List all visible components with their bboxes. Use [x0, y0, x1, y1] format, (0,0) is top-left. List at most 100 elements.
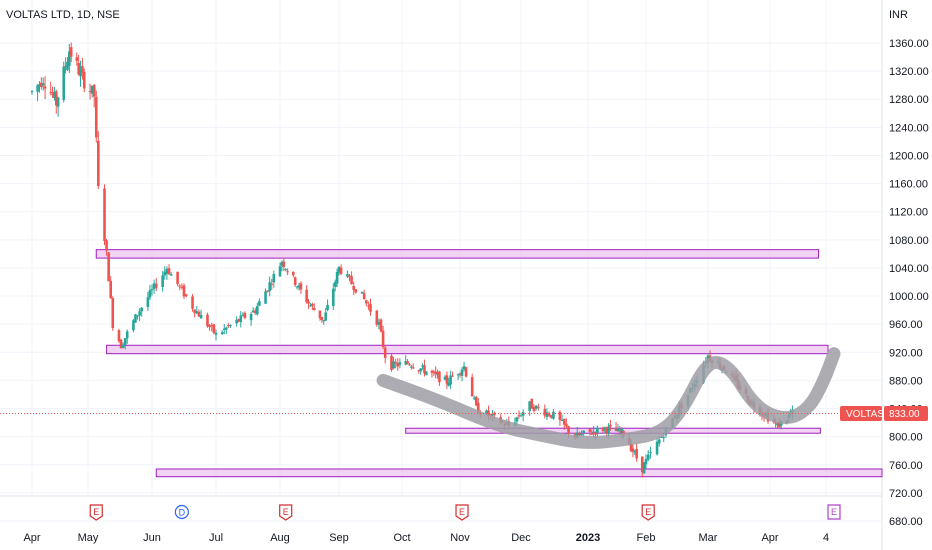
candle-body: [594, 432, 597, 435]
candle-body: [489, 414, 492, 416]
candle-body: [580, 433, 583, 436]
candle-body: [519, 415, 523, 417]
candle-body: [146, 297, 150, 307]
candle-body: [394, 362, 397, 364]
candle-body: [272, 273, 276, 283]
candle-body: [377, 321, 381, 325]
candle-body: [77, 63, 80, 75]
candle-body: [229, 325, 232, 327]
candle-body: [460, 369, 464, 376]
x-tick-label: Aug: [270, 532, 290, 544]
candle-body: [320, 316, 324, 320]
candle-body: [165, 269, 169, 274]
candle-body: [280, 262, 284, 266]
candle-body: [614, 427, 618, 432]
candle-body: [605, 428, 609, 433]
candle-body: [609, 424, 612, 427]
candle-body: [601, 427, 605, 432]
y-tick-label: 880.00: [889, 375, 923, 387]
y-tick-label: 1360.00: [889, 38, 929, 50]
candle-body: [346, 274, 349, 277]
candle-body: [655, 441, 659, 455]
candle-body: [536, 406, 540, 408]
candle-body: [552, 411, 555, 419]
candle-body: [662, 437, 666, 439]
candle-body: [406, 361, 409, 364]
candle-body: [565, 423, 568, 427]
candle-body: [644, 458, 648, 465]
support-resistance-zone: [155, 468, 883, 478]
candle-body: [419, 368, 423, 372]
candle-body: [430, 370, 434, 373]
candle-body: [337, 266, 341, 273]
candle-body: [132, 320, 135, 331]
candle-body: [195, 311, 199, 314]
candle-body: [547, 413, 551, 416]
earnings-marker: [89, 504, 103, 521]
candle-body: [324, 312, 327, 321]
candle-body: [305, 289, 308, 303]
candle-body: [421, 365, 424, 367]
candle-body: [43, 86, 47, 89]
candle-body: [369, 303, 372, 312]
candle-body: [88, 91, 92, 93]
earnings-marker: [455, 504, 469, 521]
symbol-badge-bg: [840, 405, 882, 421]
y-tick-label: 720.00: [889, 488, 923, 500]
candle-body: [82, 72, 86, 89]
x-tick-label: 2023: [576, 532, 600, 544]
candle-body: [456, 374, 460, 376]
candle-body: [470, 377, 474, 397]
candle-body: [30, 91, 34, 93]
event-letter: E: [459, 507, 465, 517]
candle-body: [635, 448, 638, 459]
candle-body: [94, 97, 98, 138]
candle-body: [438, 371, 441, 383]
candle-body: [199, 314, 203, 319]
candle-body: [640, 456, 644, 473]
candle-body: [362, 293, 366, 300]
candle-body: [590, 433, 594, 435]
candle-body: [125, 331, 129, 339]
candle-body: [326, 304, 329, 311]
candle-body: [436, 373, 439, 375]
candle-body: [81, 66, 84, 73]
y-tick-label: 1320.00: [889, 66, 929, 78]
candle-body: [491, 413, 494, 416]
support-resistance-zone: [405, 427, 821, 434]
x-tick-label: Feb: [637, 532, 656, 544]
y-tick-label: 920.00: [889, 347, 923, 359]
candle-body: [309, 305, 312, 307]
candle-body: [375, 310, 379, 325]
candle-body: [515, 417, 519, 422]
candle-body: [339, 267, 343, 274]
candle-body: [206, 314, 209, 327]
currency-label: INR: [889, 9, 908, 21]
candle-body: [776, 423, 779, 426]
candle-body: [633, 451, 637, 453]
candle-body: [360, 291, 364, 294]
candle-body: [180, 286, 184, 288]
candle-body: [318, 310, 322, 319]
event-letter: E: [93, 507, 99, 517]
candle-body: [607, 426, 610, 433]
candle-body: [184, 294, 188, 297]
candle-body: [367, 305, 370, 307]
candle-body: [532, 407, 536, 411]
candle-body: [119, 339, 123, 349]
candle-body: [295, 286, 299, 288]
candle-body: [152, 283, 156, 289]
candle-body: [411, 367, 415, 369]
y-tick-label: 1040.00: [889, 263, 929, 275]
candle-body: [123, 338, 127, 345]
candle-body: [235, 319, 238, 324]
y-tick-label: 1080.00: [889, 235, 929, 247]
y-tick-label: 1200.00: [889, 150, 929, 162]
candle-body: [136, 315, 139, 317]
y-tick-label: 1280.00: [889, 94, 929, 106]
candle-body: [176, 271, 179, 284]
candle-body: [237, 319, 241, 322]
candle-body: [447, 382, 451, 386]
x-axis[interactable]: Apr May Jun Jul Aug Sep Oct Nov Dec 2023 Feb Mar Apr…: [23, 532, 829, 544]
